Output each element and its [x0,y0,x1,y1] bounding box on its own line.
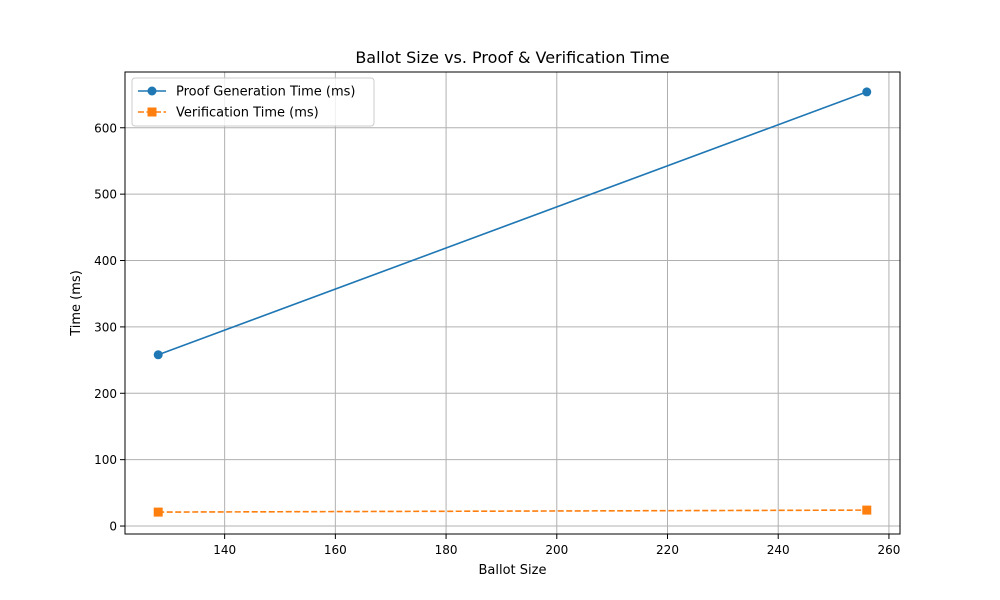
y-tick-label: 300 [94,320,117,334]
series-layer [153,87,872,517]
legend-marker-square [147,107,157,117]
x-tick-label: 220 [656,543,679,557]
series-line-2 [158,509,867,513]
legend-marker-circle [147,86,157,96]
data-point-circle [862,87,872,97]
data-point-square [862,505,872,515]
x-axis-label: Ballot Size [479,563,547,578]
legend-label: Proof Generation Time (ms) [176,85,355,100]
data-point-circle [153,350,163,360]
x-tick-label: 260 [877,543,900,557]
x-tick-label: 140 [213,543,236,557]
y-axis-label: Time (ms) [69,270,84,337]
grid [125,72,900,534]
axis-ticks: 140 160 180 200 220 240 260 0 100 200 300 400 500 600 [94,121,900,557]
x-tick-label: 200 [545,543,568,557]
y-tick-label: 100 [94,453,117,467]
y-tick-label: 200 [94,387,117,401]
x-tick-label: 160 [324,543,347,557]
legend-label: Verification Time (ms) [176,106,319,121]
x-tick-label: 180 [435,543,458,557]
y-tick-label: 400 [94,254,117,268]
plot-area-frame [124,71,901,535]
data-point-square [153,507,163,517]
y-tick-label: 600 [94,121,117,135]
series-line-1 [157,91,868,356]
legend: Proof Generation Time (ms) Verification T… [131,77,375,127]
x-tick-label: 240 [767,543,790,557]
legend-box [131,77,375,127]
y-tick-label: 0 [109,520,117,534]
chart-title: Ballot Size vs. Proof & Verification Tim… [355,48,669,67]
y-tick-label: 500 [94,188,117,202]
